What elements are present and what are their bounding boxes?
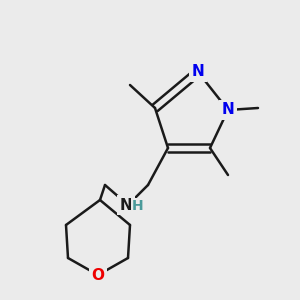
Text: O: O — [92, 268, 104, 283]
Text: N: N — [192, 64, 204, 80]
Text: N: N — [120, 197, 132, 212]
Text: N: N — [222, 103, 234, 118]
Text: H: H — [132, 199, 144, 213]
